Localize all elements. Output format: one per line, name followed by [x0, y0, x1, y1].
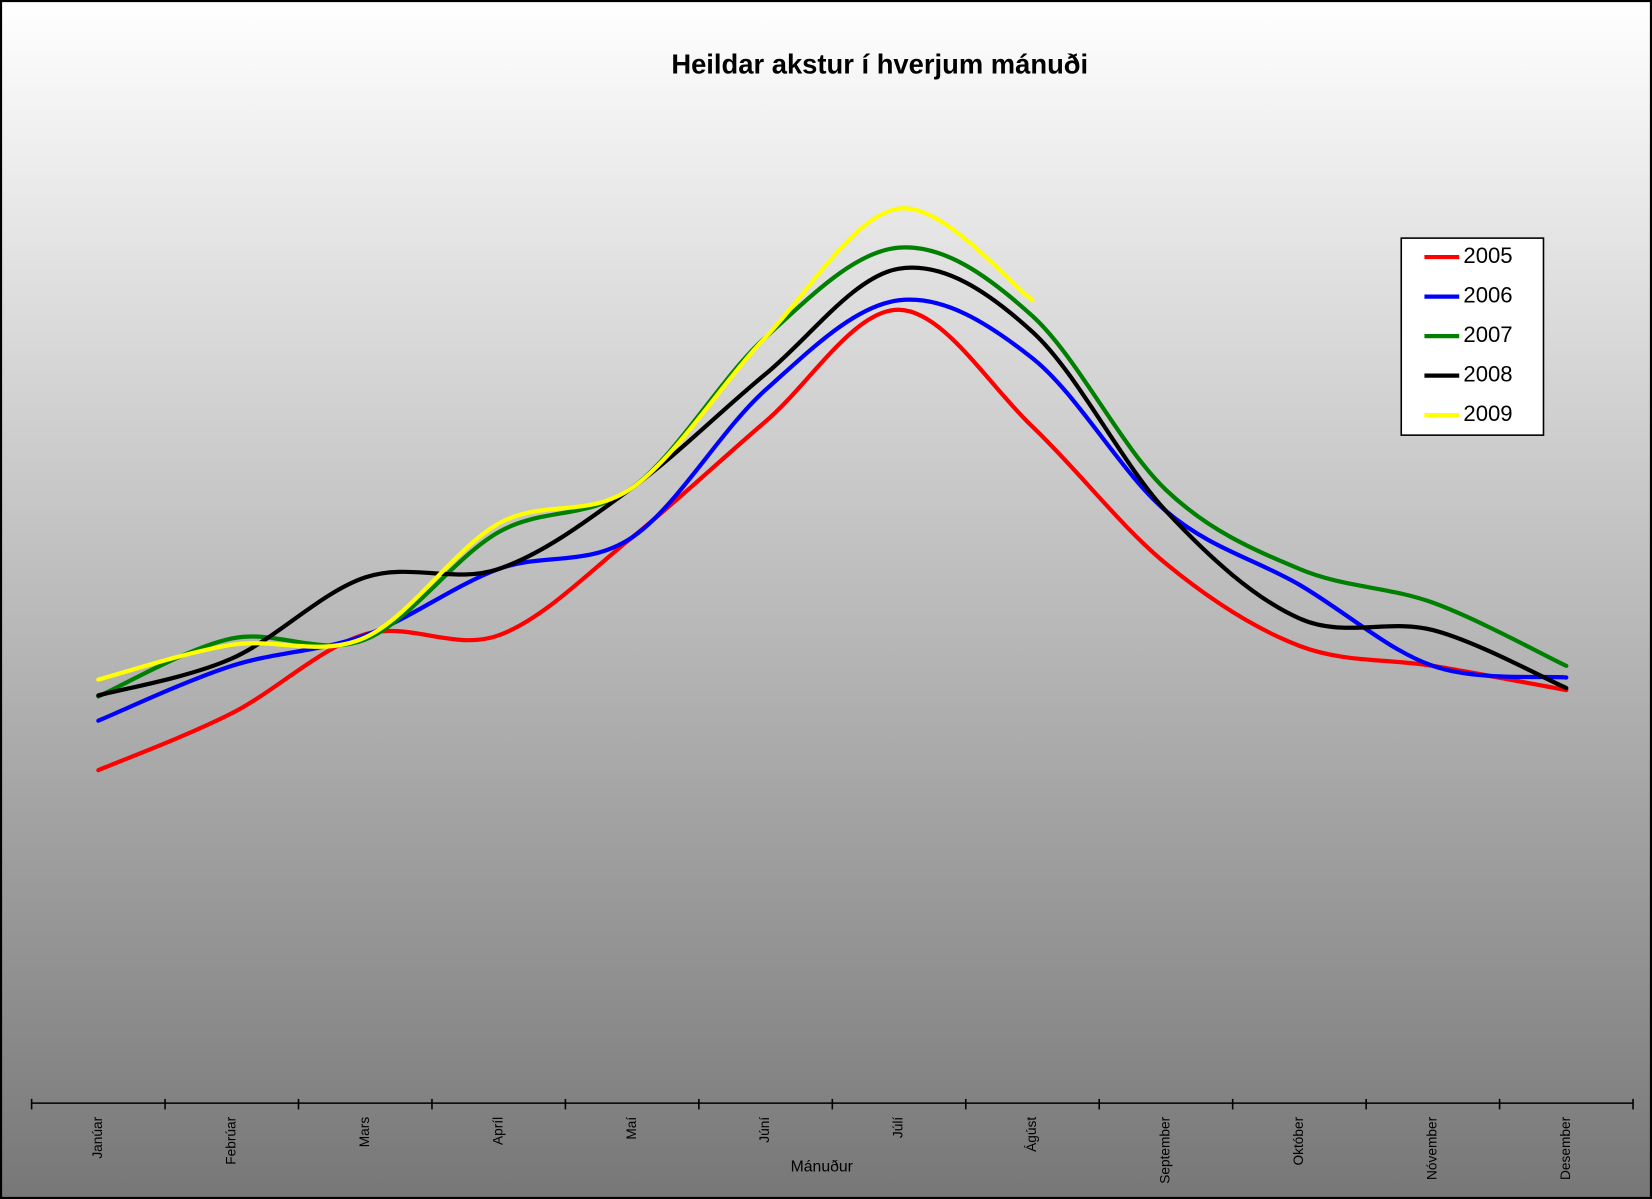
- x-tick-label: September: [1158, 1116, 1173, 1183]
- x-tick-label: Desember: [1558, 1116, 1573, 1180]
- x-tick-label: Júlí: [891, 1117, 906, 1138]
- x-tick-label: Janúar: [90, 1116, 105, 1158]
- chart-title: Heildar akstur í hverjum mánuði: [671, 49, 1088, 80]
- legend-label: 2007: [1463, 322, 1512, 347]
- x-tick-label: Maí: [624, 1117, 639, 1140]
- legend-label: 2008: [1463, 361, 1512, 386]
- x-tick-label: Júní: [757, 1117, 772, 1143]
- x-tick-label: Apríl: [490, 1117, 505, 1145]
- x-axis-label: Mánuður: [791, 1159, 853, 1176]
- x-tick-label: Ágúst: [1024, 1117, 1039, 1152]
- legend-label: 2006: [1463, 282, 1512, 307]
- series-line: [96, 297, 1569, 723]
- x-tick-label: Febrúar: [223, 1116, 238, 1164]
- legend-label: 2005: [1463, 243, 1512, 268]
- series-line: [96, 206, 1035, 682]
- legend-label: 2009: [1463, 401, 1512, 426]
- series-line: [96, 265, 1569, 698]
- x-tick-label: Mars: [357, 1117, 372, 1148]
- x-tick-label: Október: [1291, 1116, 1306, 1165]
- x-tick-label: Nóvember: [1424, 1116, 1439, 1180]
